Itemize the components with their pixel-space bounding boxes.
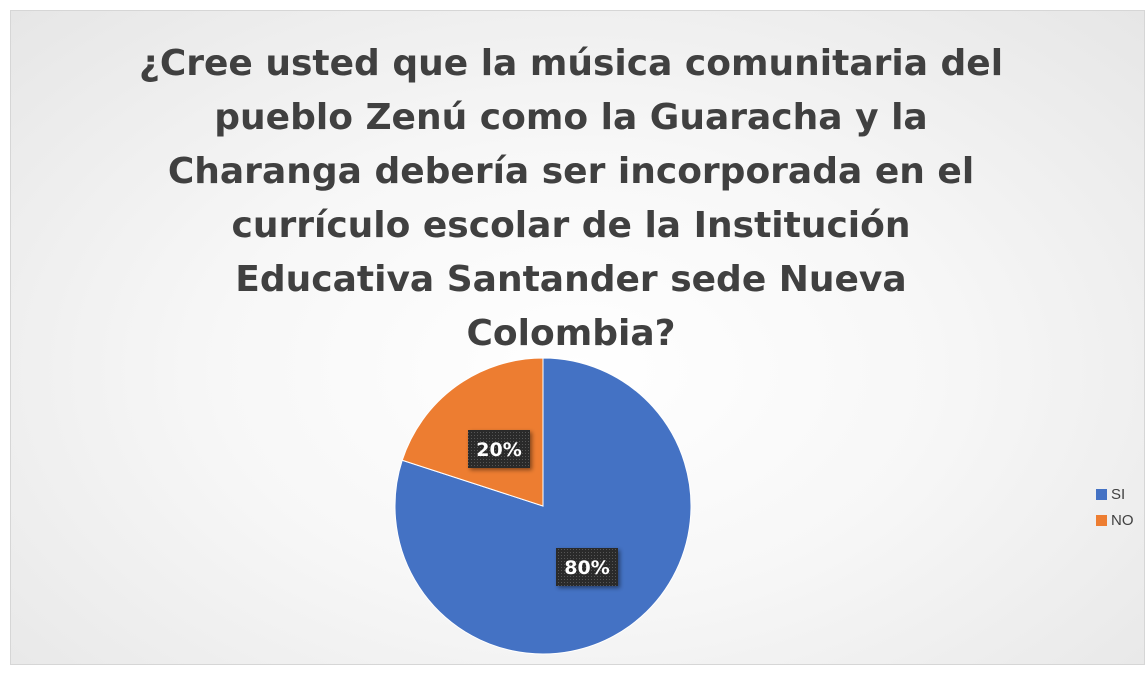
chart-title: ¿Cree usted que la música comunitaria de… bbox=[138, 43, 1004, 354]
legend-label-si: SI bbox=[1111, 485, 1126, 503]
data-label-si: 80% bbox=[556, 548, 618, 586]
legend-swatch-no bbox=[1096, 514, 1107, 526]
data-label-no: 20% bbox=[468, 430, 530, 468]
data-label-box-no bbox=[468, 430, 530, 468]
legend: SI NO bbox=[1096, 481, 1134, 533]
legend-item-si: SI bbox=[1096, 481, 1134, 507]
data-label-text-si: 80% bbox=[564, 557, 609, 579]
data-label-box-si bbox=[556, 548, 618, 586]
legend-label-no: NO bbox=[1111, 511, 1134, 529]
legend-swatch-si bbox=[1096, 488, 1107, 500]
legend-item-no: NO bbox=[1096, 507, 1134, 533]
data-label-text-no: 20% bbox=[476, 439, 521, 461]
